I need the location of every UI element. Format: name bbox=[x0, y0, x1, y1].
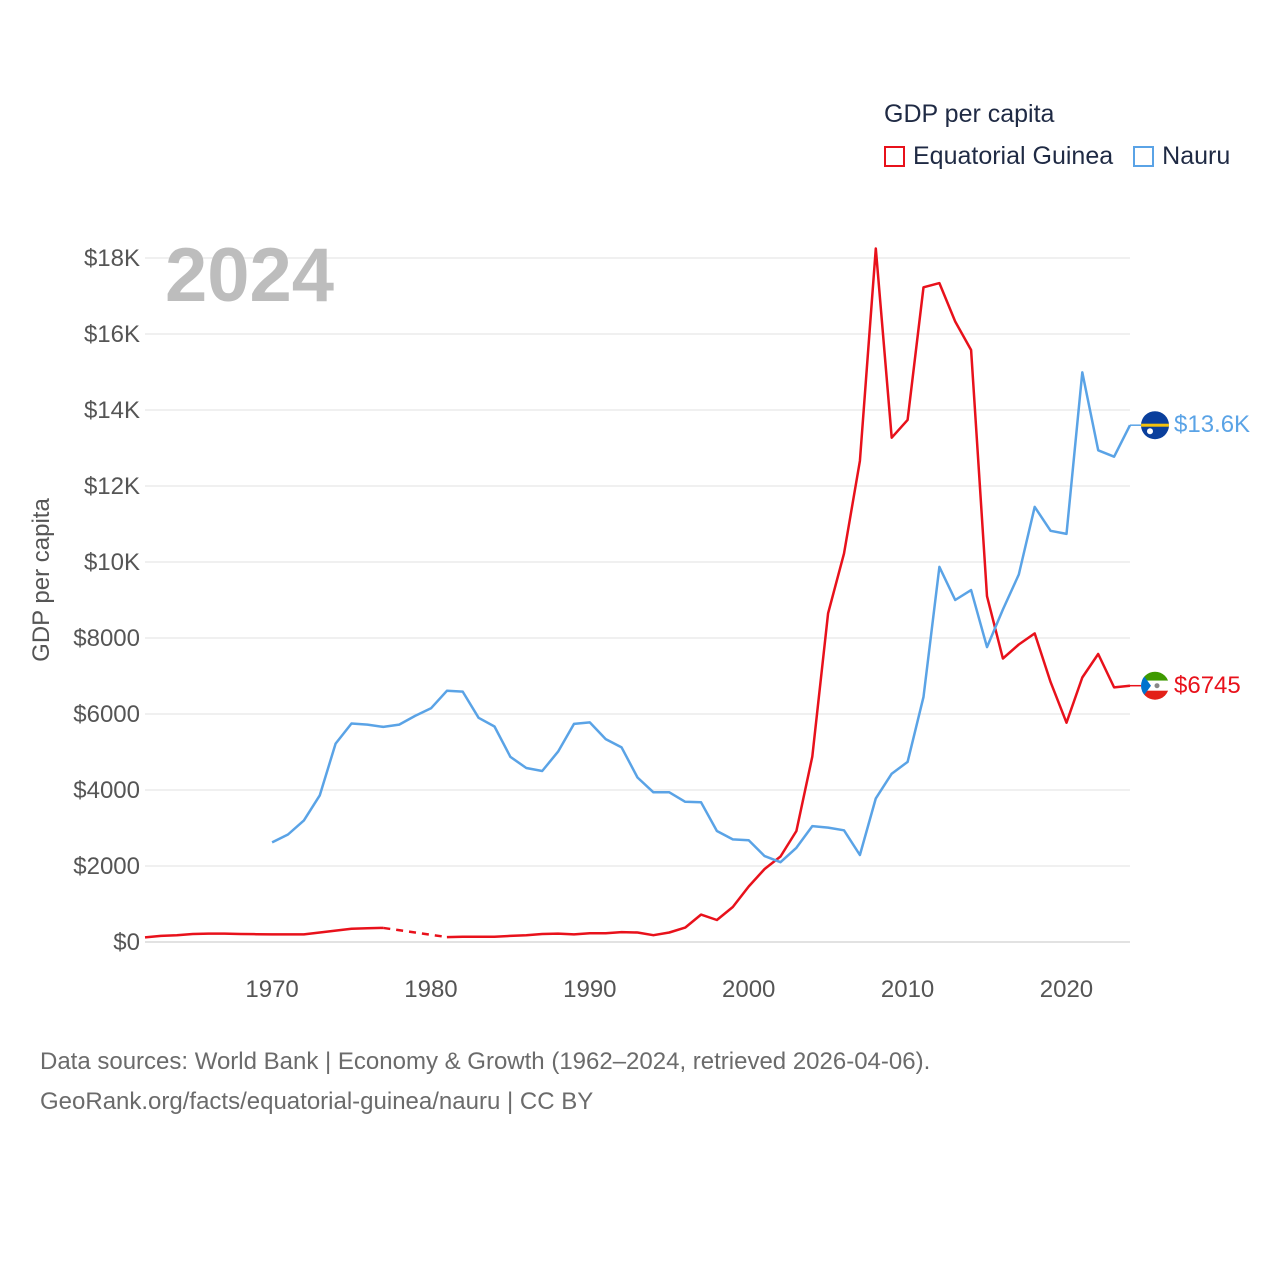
y-tick-label: $16K bbox=[84, 321, 140, 348]
legend-item-equatorial-guinea[interactable]: Equatorial Guinea bbox=[884, 142, 1113, 171]
equatorial-guinea-end-value: $6745 bbox=[1174, 671, 1241, 699]
footer-link[interactable]: GeoRank.org/facts/equatorial-guinea/naur… bbox=[40, 1088, 594, 1115]
x-tick-label: 2010 bbox=[881, 976, 934, 1003]
x-tick-label: 2000 bbox=[722, 976, 775, 1003]
y-tick-label: $14K bbox=[84, 397, 140, 424]
x-tick-label: 2020 bbox=[1040, 976, 1093, 1003]
y-axis: $0 $2000 $4000 $6000 $8000 $10K $12K $14K $16K $1… bbox=[73, 245, 140, 956]
y-tick-label: $12K bbox=[84, 473, 140, 500]
y-axis-title: GDP per capita bbox=[28, 498, 55, 662]
series-line-equatorial-guinea[interactable] bbox=[144, 926, 384, 939]
series-line-nauru[interactable] bbox=[271, 371, 1132, 864]
legend-swatch-nauru bbox=[1133, 146, 1155, 167]
footer-sources: Data sources: World Bank | Economy & Gro… bbox=[40, 1048, 931, 1075]
y-tick-label: $0 bbox=[113, 929, 140, 956]
series-lines bbox=[144, 247, 1141, 939]
legend: Equatorial Guinea Nauru bbox=[884, 142, 1250, 171]
current-year-label: 2024 bbox=[165, 233, 335, 318]
legend-label-equatorial-guinea: Equatorial Guinea bbox=[913, 142, 1114, 170]
legend-swatch-equatorial-guinea bbox=[884, 146, 905, 167]
end-flags bbox=[1141, 411, 1169, 700]
x-tick-label: 1970 bbox=[245, 976, 298, 1003]
footer: Data sources: World Bank | Economy & Gro… bbox=[40, 1042, 930, 1122]
nauru-end-value: $13.6K bbox=[1174, 411, 1251, 439]
y-tick-label: $2000 bbox=[73, 853, 140, 880]
x-tick-label: 1980 bbox=[404, 976, 457, 1003]
y-tick-label: $8000 bbox=[73, 625, 140, 652]
equatorial-guinea-flag-icon bbox=[1141, 671, 1169, 700]
nauru-flag-icon bbox=[1141, 411, 1169, 440]
series-gap-equatorial-guinea bbox=[383, 926, 448, 939]
y-tick-label: $18K bbox=[84, 245, 140, 272]
x-axis: 1970 1980 1990 2000 2010 2020 bbox=[245, 976, 1093, 1003]
x-tick-label: 1990 bbox=[563, 976, 616, 1003]
legend-title: GDP per capita bbox=[884, 100, 1055, 128]
legend-item-nauru[interactable]: Nauru bbox=[1133, 142, 1230, 171]
y-tick-label: $6000 bbox=[73, 701, 140, 728]
y-tick-label: $10K bbox=[84, 549, 140, 576]
series-line-equatorial-guinea[interactable] bbox=[446, 247, 1131, 939]
y-tick-label: $4000 bbox=[73, 777, 140, 804]
legend-label-nauru: Nauru bbox=[1162, 142, 1231, 170]
grid bbox=[145, 257, 1130, 943]
